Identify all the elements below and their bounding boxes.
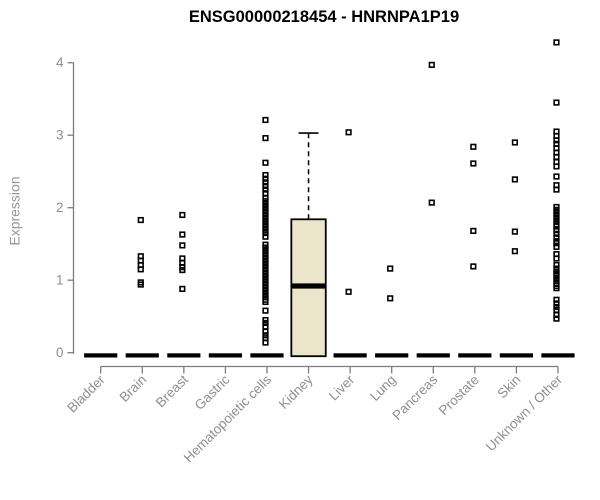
x-tick-label: Prostate [436, 372, 482, 418]
data-point [553, 300, 560, 307]
y-tick-label: 1 [56, 273, 64, 288]
x-tick-label: Liver [326, 372, 358, 404]
zero-median-bar [541, 353, 575, 358]
data-point [553, 153, 560, 161]
zero-median-bar [167, 353, 201, 358]
x-tick-label: Kidney [276, 372, 316, 412]
data-point [470, 263, 477, 270]
x-tick-label: Pancreas [389, 372, 440, 423]
data-point [137, 266, 144, 273]
data-point [262, 179, 269, 186]
x-tick-label: Breast [153, 372, 191, 410]
data-point [511, 248, 518, 255]
y-tick-label: 3 [56, 128, 64, 143]
data-point [470, 227, 477, 235]
data-point [470, 160, 477, 167]
zero-median-bar [84, 353, 118, 358]
data-point [511, 228, 518, 235]
data-point [511, 139, 518, 146]
data-point [553, 223, 560, 230]
data-point [553, 285, 560, 292]
chart-title: ENSG00000218454 - HNRNPA1P19 [188, 8, 460, 26]
data-point [345, 129, 352, 136]
data-point [553, 137, 560, 144]
data-point [345, 288, 352, 295]
data-point [262, 116, 269, 124]
x-tick-label: Unknown / Other [483, 372, 566, 455]
data-point [262, 319, 269, 327]
data-point [553, 163, 560, 170]
data-point [262, 298, 269, 306]
data-point [553, 311, 560, 319]
zero-median-bar [250, 353, 284, 358]
median-line [291, 283, 326, 289]
data-point [553, 296, 560, 303]
x-tick-label: Lung [367, 372, 399, 404]
zero-median-bar [208, 353, 243, 358]
data-point [553, 99, 560, 106]
data-point [262, 339, 269, 346]
zero-median-bar [499, 353, 533, 358]
data-point [262, 323, 269, 330]
x-tick-label: Skin [494, 372, 523, 401]
y-tick-label: 4 [56, 55, 64, 70]
zero-median-bar [125, 353, 159, 358]
zero-median-bar [375, 353, 409, 358]
data-point [428, 61, 435, 68]
data-point [179, 211, 186, 219]
data-point [387, 295, 394, 302]
data-point [262, 190, 269, 197]
data-point [553, 240, 560, 247]
data-point [553, 39, 560, 46]
zero-median-bar [458, 353, 492, 358]
data-point [553, 255, 560, 262]
data-point [553, 243, 560, 250]
data-point [553, 261, 560, 269]
data-point [553, 173, 560, 180]
data-point [470, 143, 477, 150]
data-point [262, 171, 269, 179]
data-point [179, 231, 186, 238]
data-point [179, 242, 186, 249]
data-point [553, 230, 560, 237]
data-point [137, 216, 144, 224]
data-point [262, 182, 269, 190]
x-tick-label: Bladder [64, 372, 108, 416]
data-point [511, 176, 518, 183]
data-point [179, 285, 186, 293]
y-tick-label: 0 [56, 345, 64, 360]
x-tick-label: Gastric [192, 372, 233, 413]
data-point [262, 328, 269, 335]
data-point [262, 229, 269, 237]
data-point [179, 266, 186, 274]
data-point [387, 265, 394, 272]
zero-median-bar [333, 353, 367, 358]
data-point [262, 307, 269, 314]
data-point [553, 315, 560, 322]
zero-median-bar [416, 353, 450, 358]
x-tick-label: Brain [116, 372, 149, 405]
data-point [262, 135, 269, 142]
data-point [262, 175, 269, 182]
data-point [262, 233, 269, 240]
data-point [553, 186, 560, 193]
data-point [428, 199, 435, 206]
data-point [553, 234, 560, 241]
data-point [137, 281, 144, 288]
y-tick-label: 2 [56, 200, 64, 215]
data-point [262, 159, 269, 166]
data-point [553, 227, 560, 234]
data-point [262, 186, 269, 193]
